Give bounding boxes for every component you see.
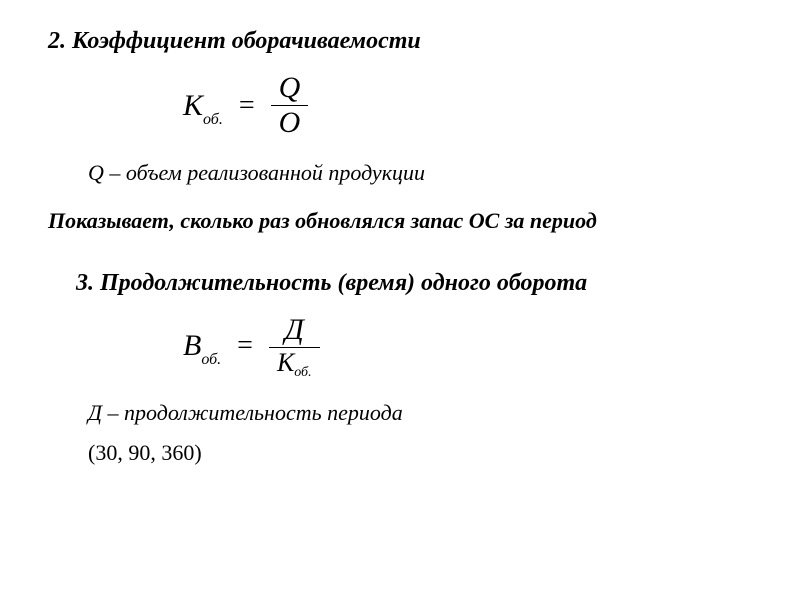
denominator-O: O — [271, 106, 309, 138]
legend-values: (30, 90, 360) — [88, 440, 752, 466]
equals-sign-2: = — [237, 330, 253, 362]
section2-heading: 2. Коэффициент оборачиваемости — [48, 28, 752, 55]
equals-sign: = — [239, 90, 255, 122]
numerator-D: Д — [277, 315, 312, 347]
fraction-Q-O: Q O — [271, 73, 309, 138]
formula-k-ob: K об. = Q O — [183, 73, 752, 138]
numerator-Q: Q — [271, 73, 309, 105]
section2-description: Показывает, сколько раз обновлялся запас… — [48, 208, 752, 234]
den-sub-ob: об. — [294, 366, 311, 380]
den-var-K: К — [277, 350, 294, 376]
legend-D: Д – продолжительность периода — [88, 400, 752, 426]
sub-ob: об. — [203, 111, 223, 129]
formula-lhs-2: В об. — [183, 329, 221, 363]
denominator-Kob: К об. — [269, 348, 320, 376]
sub-ob-2: об. — [201, 351, 221, 369]
var-V: В — [183, 329, 201, 363]
section3-heading: 3. Продолжительность (время) одного обор… — [76, 270, 752, 297]
formula-v-ob: В об. = Д К об. — [183, 315, 752, 376]
legend-Q: Q – объем реализованной продукции — [88, 160, 752, 186]
document-page: 2. Коэффициент оборачиваемости K об. = Q… — [0, 0, 800, 600]
var-K: K — [183, 89, 203, 123]
formula-lhs: K об. — [183, 89, 223, 123]
fraction-D-K: Д К об. — [269, 315, 320, 376]
